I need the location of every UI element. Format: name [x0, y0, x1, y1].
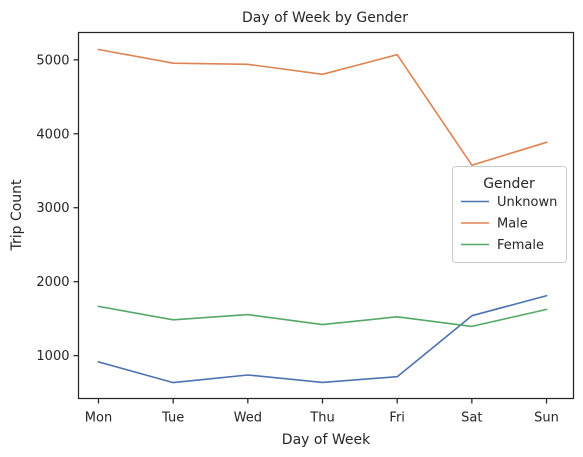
- plot-frame: [77, 31, 575, 400]
- y-tick-label: 5000: [36, 53, 69, 68]
- x-axis-label: Day of Week: [282, 432, 371, 448]
- x-tick-label: Sun: [534, 411, 559, 426]
- axis-ticks: Mon Tue Wed Thu Fri Sat Sun 1000 2000 3000 4000 500…: [36, 53, 558, 425]
- x-tick-label: Mon: [85, 411, 112, 426]
- chart-title: Day of Week by Gender: [242, 10, 408, 26]
- x-tick-label: Tue: [161, 411, 184, 426]
- legend: Gender Unknown Male Female: [452, 166, 567, 263]
- legend-title: Gender: [483, 176, 535, 192]
- x-tick-label: Wed: [234, 411, 262, 426]
- legend-label: Male: [497, 217, 528, 232]
- x-tick-label: Fri: [389, 411, 405, 426]
- series-lines: [97, 48, 548, 384]
- x-tick-label: Thu: [309, 411, 334, 426]
- legend-box: [452, 166, 567, 263]
- y-axis-label: Trip Count: [9, 179, 25, 252]
- x-tick-label: Sat: [461, 411, 482, 426]
- y-tick-label: 2000: [36, 275, 69, 290]
- legend-label: Unknown: [497, 195, 557, 210]
- series-line-female: [97, 305, 548, 328]
- legend-entries: Unknown Male Female: [461, 195, 557, 253]
- y-tick-label: 1000: [36, 349, 69, 364]
- series-line-male: [97, 48, 548, 166]
- y-tick-label: 4000: [36, 127, 69, 142]
- legend-label: Female: [497, 238, 544, 253]
- series-line-unknown: [97, 294, 548, 384]
- y-tick-label: 3000: [36, 201, 69, 216]
